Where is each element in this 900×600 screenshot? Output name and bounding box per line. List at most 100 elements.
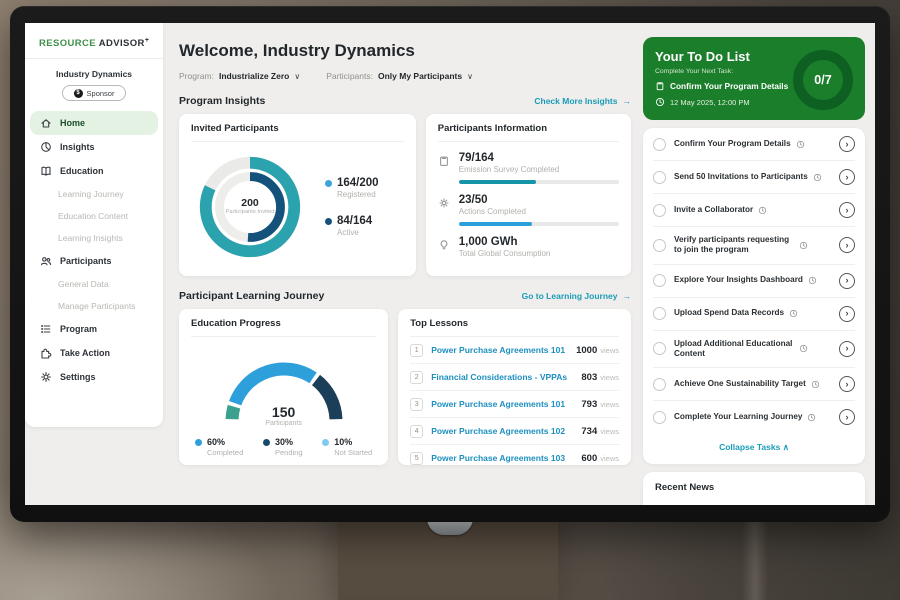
lesson-views: 734 xyxy=(581,425,598,437)
task-checkbox[interactable] xyxy=(653,307,666,320)
main-content: Welcome, Industry Dynamics Program: Indu… xyxy=(163,23,643,505)
sidebar-item-general-data[interactable]: General Data xyxy=(25,273,163,295)
pending-dot xyxy=(263,438,270,446)
chevron-right-button[interactable]: › xyxy=(839,237,855,254)
chevron-right-button[interactable]: › xyxy=(839,169,855,185)
gauge-center-caption: Participants xyxy=(265,420,302,427)
donut-svg xyxy=(199,156,301,258)
sidebar-item-manage-participants[interactable]: Manage Participants xyxy=(25,295,163,317)
lesson-row: 4 Power Purchase Agreements 102 734 view… xyxy=(410,418,619,445)
task-label: Upload Additional Educational Content xyxy=(674,338,793,358)
card-title: Top Lessons xyxy=(410,318,619,337)
chevron-down-icon: ∨ xyxy=(294,71,301,81)
task-row[interactable]: Confirm Your Program Details › xyxy=(653,128,855,160)
task-list: Confirm Your Program Details › Send 50 I… xyxy=(643,128,865,464)
task-row[interactable]: Send 50 Invitations to Participants › xyxy=(653,160,855,193)
task-label: Verify participants requesting to join t… xyxy=(674,235,790,255)
sidebar-item-label: Home xyxy=(60,118,86,129)
page-title: Welcome, Industry Dynamics xyxy=(179,41,415,60)
insights-icon xyxy=(41,142,51,153)
clock-icon xyxy=(808,276,817,285)
lesson-row: 5 Power Purchase Agreements 103 600 view… xyxy=(410,445,619,471)
lesson-views: 600 xyxy=(581,452,598,464)
sidebar-item-program[interactable]: Program xyxy=(25,317,163,341)
link-label: Check More Insights xyxy=(534,96,618,106)
task-row[interactable]: Complete Your Learning Journey › xyxy=(653,400,855,433)
recent-news-card: Recent News xyxy=(643,472,865,505)
clipboard-icon xyxy=(656,82,664,91)
lesson-rank: 1 xyxy=(410,343,424,357)
task-row[interactable]: Verify participants requesting to join t… xyxy=(653,226,855,264)
collapse-tasks-link[interactable]: Collapse Tasks ∧ xyxy=(653,433,855,464)
education-gauge-segments xyxy=(225,362,343,420)
lesson-row: 1 Power Purchase Agreements 101 1000 vie… xyxy=(410,337,619,364)
todo-progress-ring: 0/7 xyxy=(793,50,853,110)
check-more-insights-link[interactable]: Check More Insights → xyxy=(534,96,631,106)
sidebar-item-take-action[interactable]: Take Action xyxy=(25,341,163,365)
sidebar-item-learning-insights[interactable]: Learning Insights xyxy=(25,227,163,249)
program-select[interactable]: Program: Industrialize Zero ∨ xyxy=(179,71,300,81)
lesson-title-link[interactable]: Power Purchase Agreements 102 xyxy=(431,426,566,436)
task-row[interactable]: Invite a Collaborator › xyxy=(653,193,855,226)
sidebar-item-insights[interactable]: Insights xyxy=(25,135,163,159)
sidebar-item-education-content[interactable]: Education Content xyxy=(25,205,163,227)
task-row[interactable]: Explore Your Insights Dashboard › xyxy=(653,263,855,297)
todo-panel: Your To Do List Complete Your Next Task:… xyxy=(643,37,865,120)
collapse-label: Collapse Tasks xyxy=(719,442,781,452)
task-row[interactable]: Upload Spend Data Records › xyxy=(653,296,855,330)
chevron-right-button[interactable]: › xyxy=(839,376,855,392)
chevron-right-button[interactable]: › xyxy=(839,340,855,357)
task-checkbox[interactable] xyxy=(653,238,666,252)
task-checkbox[interactable] xyxy=(653,170,666,184)
task-row[interactable]: Upload Additional Educational Content › xyxy=(653,329,855,368)
lesson-title-link[interactable]: Power Purchase Agreements 103 xyxy=(431,453,566,463)
chevron-right-button[interactable]: › xyxy=(839,272,855,289)
pending-label: Pending xyxy=(275,448,303,457)
program-select-label: Program: xyxy=(179,71,214,81)
sidebar-subitem-label: Learning Journey xyxy=(58,189,124,200)
sidebar-item-home[interactable]: Home xyxy=(30,111,158,136)
lesson-views-suffix: views xyxy=(600,372,619,382)
gauge-center-label: 150 Participants xyxy=(209,404,359,427)
sidebar-item-participants[interactable]: Participants xyxy=(25,249,163,273)
clock-icon xyxy=(811,380,819,388)
clock-icon xyxy=(655,97,665,107)
lesson-views: 803 xyxy=(581,371,598,383)
sidebar-item-settings[interactable]: Settings xyxy=(25,365,163,389)
lesson-row: 3 Power Purchase Agreements 101 793 view… xyxy=(410,391,619,418)
todo-due: 12 May 2025, 12:00 PM xyxy=(655,97,853,107)
task-label: Upload Spend Data Records xyxy=(674,308,785,318)
registered-value: 164/200 xyxy=(337,177,379,189)
lesson-views-suffix: views xyxy=(600,345,619,355)
not-started-dot xyxy=(322,438,330,446)
sponsor-badge[interactable]: $ Sponsor xyxy=(62,85,126,102)
todo-column: Your To Do List Complete Your Next Task:… xyxy=(643,23,875,505)
task-checkbox[interactable] xyxy=(653,377,666,391)
task-checkbox[interactable] xyxy=(653,342,666,356)
task-checkbox[interactable] xyxy=(653,203,666,217)
lesson-title-link[interactable]: Power Purchase Agreements 101 xyxy=(431,345,566,355)
sidebar-item-label: Insights xyxy=(60,142,95,153)
sidebar-item-label: Participants xyxy=(60,256,112,267)
task-row[interactable]: Achieve One Sustainability Target › xyxy=(653,367,855,400)
lesson-title-link[interactable]: Power Purchase Agreements 101 xyxy=(431,399,566,409)
lesson-title-link[interactable]: Financial Considerations - VPPAs xyxy=(431,372,568,382)
sidebar-item-label: Education xyxy=(60,166,104,177)
stat-value: 1,000 GWh xyxy=(458,236,518,248)
task-checkbox[interactable] xyxy=(653,274,666,287)
chevron-right-button[interactable]: › xyxy=(839,305,855,322)
clock-icon xyxy=(799,345,808,353)
clock-icon xyxy=(789,309,798,318)
list-icon xyxy=(41,325,51,334)
task-checkbox[interactable] xyxy=(653,137,666,151)
chevron-right-button[interactable]: › xyxy=(839,202,855,218)
stat-value: 23/50 xyxy=(458,194,488,206)
go-to-learning-journey-link[interactable]: Go to Learning Journey → xyxy=(522,291,631,301)
sidebar-item-education[interactable]: Education xyxy=(25,159,163,183)
task-checkbox[interactable] xyxy=(653,410,666,424)
chevron-right-button[interactable]: › xyxy=(839,409,855,425)
participants-select[interactable]: Participants: Only My Participants ∨ xyxy=(326,71,473,81)
chevron-right-button[interactable]: › xyxy=(839,136,855,152)
participants-select-value: Only My Participants xyxy=(377,71,463,81)
sidebar-item-learning-journey[interactable]: Learning Journey xyxy=(25,183,163,205)
